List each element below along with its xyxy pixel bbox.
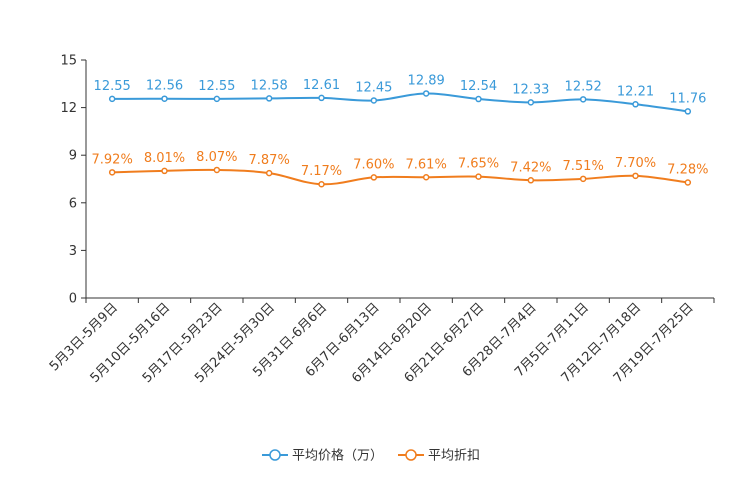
series-1-data-label: 12.33 <box>512 82 549 97</box>
series-1-point[interactable] <box>527 99 535 106</box>
series-2-data-label: 7.87% <box>249 153 290 168</box>
x-axis: 5月3日-5月9日5月10日-5月16日5月17日-5月23日5月24日-5月3… <box>47 297 715 386</box>
series-2-data-label: 7.70% <box>615 156 656 171</box>
series-2-data-label: 7.17% <box>301 164 342 179</box>
series-2-point[interactable] <box>108 169 116 176</box>
series-1-data-label: 12.21 <box>617 84 654 99</box>
series-1-point[interactable] <box>475 95 482 103</box>
y-tick-label: 6 <box>69 196 77 211</box>
series-2-data-label: 8.07% <box>196 150 237 165</box>
series-2-data-label: 7.51% <box>563 159 604 174</box>
series-2-data-label: 8.01% <box>144 151 185 166</box>
series-2-data-label: 7.60% <box>353 157 394 172</box>
series-1-point[interactable] <box>213 95 221 103</box>
series-line-1 <box>112 92 688 113</box>
series-1-data-label: 12.45 <box>355 80 392 95</box>
y-tick-label: 0 <box>69 292 77 307</box>
legend-2-marker-icon <box>405 449 417 461</box>
y-axis: 0 3 6 9 12 15 <box>60 54 87 307</box>
series-2-data-label: 7.42% <box>510 160 551 175</box>
series-2-point[interactable] <box>527 177 535 184</box>
series-1-point[interactable] <box>422 90 430 97</box>
series-2-data-label: 7.92% <box>92 152 133 167</box>
y-tick-label: 3 <box>69 244 77 259</box>
series-2-point[interactable] <box>422 174 430 181</box>
y-tick-label: 15 <box>60 54 77 69</box>
series-2-data-label: 7.28% <box>667 162 708 177</box>
data-labels: 12.55 12.56 12.55 12.58 12.61 12.45 12.89 12.54… <box>92 73 709 179</box>
series-layer <box>108 90 692 188</box>
series-1-point[interactable] <box>632 101 639 108</box>
series-1-point[interactable] <box>161 95 168 102</box>
series-2-data-label: 7.65% <box>458 157 499 172</box>
series-2-point[interactable] <box>213 166 221 174</box>
legend[interactable]: 平均价格（万） 平均折扣 <box>262 448 480 464</box>
series-1-data-label: 12.54 <box>460 79 497 94</box>
series-1-point[interactable] <box>684 108 692 115</box>
series-2-point[interactable] <box>265 169 273 177</box>
series-2-point[interactable] <box>475 173 482 180</box>
series-1-data-label: 12.56 <box>146 79 183 94</box>
series-1-data-label: 12.52 <box>565 79 602 94</box>
series-1-point[interactable] <box>108 95 116 103</box>
y-tick-label: 12 <box>60 101 77 116</box>
series-1-data-label: 12.89 <box>408 73 445 88</box>
series-2-point[interactable] <box>632 172 639 180</box>
series-1-data-label: 12.55 <box>94 79 131 94</box>
series-1-data-label: 12.55 <box>198 79 235 94</box>
series-2-point[interactable] <box>370 174 378 181</box>
series-1-data-label: 11.76 <box>669 91 706 106</box>
series-1-point[interactable] <box>370 97 378 104</box>
series-2-point[interactable] <box>684 179 692 186</box>
y-tick-label: 9 <box>69 149 77 164</box>
series-1-data-label: 12.61 <box>303 78 340 93</box>
series-2-point[interactable] <box>161 167 168 175</box>
series-line-2 <box>112 168 688 186</box>
series-1-point[interactable] <box>579 96 587 103</box>
legend-1-marker-icon <box>269 449 281 461</box>
series-1-point[interactable] <box>318 94 325 102</box>
legend-1-label[interactable]: 平均价格（万） <box>292 448 383 464</box>
series-2-data-label: 7.61% <box>406 157 447 172</box>
series-2-point[interactable] <box>318 180 325 188</box>
series-2-point[interactable] <box>579 175 587 183</box>
legend-2-label[interactable]: 平均折扣 <box>428 449 480 464</box>
series-1-point[interactable] <box>265 95 273 102</box>
series-1-data-label: 12.58 <box>251 78 288 93</box>
